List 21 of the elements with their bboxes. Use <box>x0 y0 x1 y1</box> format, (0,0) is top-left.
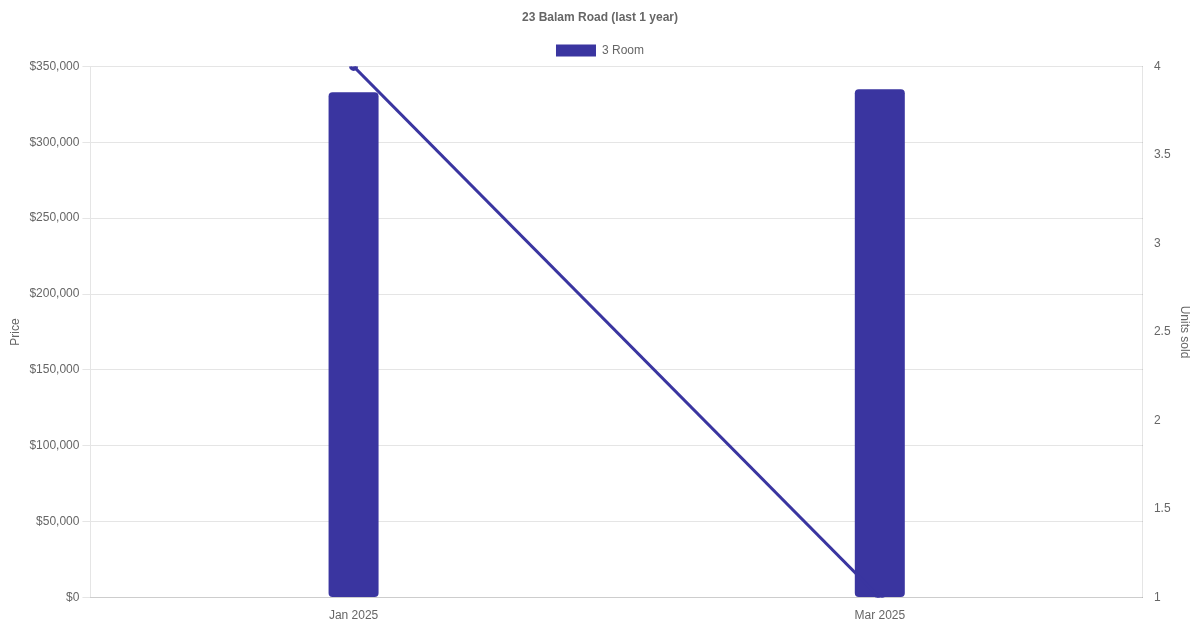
y-tick-label: $350,000 <box>29 58 80 73</box>
y-tick-label: $200,000 <box>29 286 80 301</box>
y2-tick-label: 3.5 <box>1153 147 1171 162</box>
y-tick-label: $50,000 <box>36 514 80 529</box>
y-tick-label: $250,000 <box>29 210 80 225</box>
y-axis-title: Price <box>7 318 22 346</box>
chart-title: 23 Balam Road (last 1 year) <box>521 9 679 24</box>
legend-label: 3 Room <box>601 42 645 57</box>
y-tick-label: $300,000 <box>29 134 80 149</box>
y2-axis-title: Units sold <box>1178 305 1193 359</box>
y2-tick-label: 3 <box>1153 235 1161 250</box>
y-tick-label: $100,000 <box>29 438 80 453</box>
y-tick-label: $150,000 <box>29 362 80 377</box>
x-tick-label: Jan 2025 <box>328 608 379 623</box>
y2-tick-label: 1 <box>1153 589 1161 604</box>
y2-tick-label: 2 <box>1153 412 1161 427</box>
y2-tick-label: 2.5 <box>1153 324 1171 339</box>
y2-tick-label: 1.5 <box>1153 501 1171 516</box>
y2-tick-label: 4 <box>1153 58 1161 73</box>
x-tick-label: Mar 2025 <box>854 608 906 623</box>
y-tick-label: $0 <box>66 589 80 604</box>
